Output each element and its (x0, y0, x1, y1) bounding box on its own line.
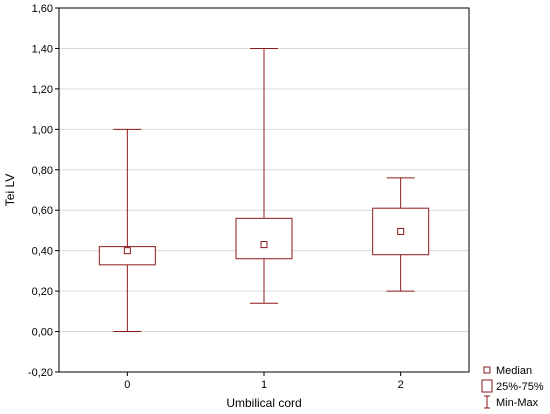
median-marker (397, 227, 405, 235)
box-plot-0 (98, 128, 156, 333)
median-marker (260, 241, 268, 249)
x-axis-label: Umbilical cord (226, 396, 301, 410)
y-tick-label: 0,00 (32, 327, 53, 339)
x-axis: 0 1 2 (124, 372, 404, 391)
legend-box-symbol (481, 379, 493, 393)
legend: Median 25%-75% Min-Max (481, 365, 544, 409)
legend-median-symbol (483, 366, 491, 374)
x-tick-label: 1 (261, 379, 267, 391)
box-plot-2 (372, 177, 430, 292)
median-marker (123, 247, 131, 255)
y-axis: -0,20 0,00 0,20 0,40 0,60 0,80 1,00 1,20 1,40 1,6… (28, 3, 59, 379)
legend-item-whisker: Min-Max (484, 395, 539, 409)
legend-item-median: Median (483, 365, 532, 377)
y-tick-label: 1,40 (32, 43, 53, 55)
x-tick-label: 0 (124, 379, 130, 391)
y-tick-label: 1,00 (32, 124, 53, 136)
y-tick-label: 0,20 (32, 286, 53, 298)
legend-label: 25%-75% (496, 381, 544, 393)
x-tick-label: 2 (398, 379, 404, 391)
y-tick-label: 0,60 (32, 205, 53, 217)
legend-item-box: 25%-75% (481, 379, 544, 393)
box-plot-1 (235, 47, 293, 304)
y-tick-label: 1,60 (32, 3, 53, 15)
y-axis-label: Tei LV (3, 174, 17, 206)
box-series (98, 47, 430, 333)
iqr-box (98, 246, 156, 266)
legend-label: Median (496, 365, 532, 377)
y-tick-label: 0,40 (32, 246, 53, 258)
y-tick-label: -0,20 (28, 367, 53, 379)
y-tick-label: 0,80 (32, 165, 53, 177)
legend-label: Min-Max (496, 397, 539, 409)
iqr-box (235, 217, 293, 260)
y-tick-label: 1,20 (32, 84, 53, 96)
